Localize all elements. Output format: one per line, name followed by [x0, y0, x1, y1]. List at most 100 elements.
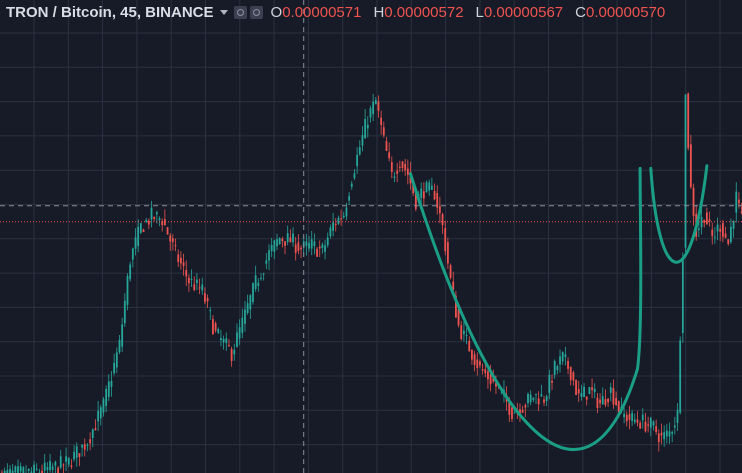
candle-body — [604, 399, 607, 406]
candle-body — [540, 394, 543, 397]
candle-body — [14, 466, 17, 473]
candle-body — [393, 176, 396, 178]
candle-body — [201, 284, 204, 291]
candle-body — [204, 293, 206, 302]
candle-body — [300, 247, 302, 250]
candle-body — [684, 94, 687, 248]
candle-body — [358, 147, 361, 155]
candle-body — [292, 233, 294, 243]
candle-body — [209, 310, 212, 312]
close-value: 0.00000570 — [585, 3, 666, 21]
candle-body — [732, 220, 735, 229]
candle-body — [561, 351, 564, 362]
candle-body — [161, 220, 164, 226]
candle-body — [324, 245, 326, 252]
candle-body — [185, 269, 188, 277]
candle-body — [182, 262, 185, 266]
candle-body — [652, 421, 655, 426]
candle-body — [196, 279, 198, 284]
candle-body — [585, 396, 588, 400]
candle-body — [246, 303, 249, 313]
candle-body — [521, 409, 524, 413]
candle-body — [593, 388, 596, 393]
candle-body — [326, 237, 329, 246]
candle-body — [596, 397, 599, 408]
candle-body — [334, 223, 337, 226]
candle-body — [513, 412, 516, 414]
candle-body — [212, 319, 214, 335]
candle-body — [382, 127, 385, 136]
candle-body — [222, 338, 225, 343]
candle-body — [214, 323, 217, 331]
candle-body — [190, 278, 193, 280]
candle-body — [484, 369, 487, 374]
low-label: L — [475, 3, 484, 21]
candle-body — [129, 264, 132, 280]
candle-body — [19, 466, 22, 472]
candle-body — [252, 283, 254, 302]
candle-body — [567, 360, 569, 369]
candle-body — [329, 227, 332, 237]
candle-body — [22, 467, 25, 473]
candle-body — [660, 432, 663, 436]
candle-body — [230, 348, 233, 361]
candle-body — [495, 383, 497, 387]
candle-body — [257, 282, 260, 287]
candle-body — [273, 240, 276, 252]
candle-body — [449, 265, 452, 278]
candle-body — [444, 228, 447, 252]
candle-body — [297, 242, 300, 252]
candle-body — [51, 466, 54, 470]
candle-body — [9, 468, 11, 473]
cup-and-handle-drawing[interactable] — [409, 164, 709, 451]
candle-body — [436, 192, 439, 208]
candle-body — [689, 144, 692, 188]
candle-body — [366, 124, 369, 129]
candle-body — [740, 211, 742, 213]
candle-body — [89, 439, 92, 444]
candle-body — [457, 308, 460, 326]
candle-body — [623, 413, 626, 418]
candle-body — [59, 456, 62, 468]
candle-body — [166, 227, 169, 235]
close-label: C — [575, 3, 586, 21]
candle-body — [543, 399, 545, 403]
format-icon[interactable] — [249, 5, 263, 19]
candle-body — [545, 396, 548, 401]
candle-body — [286, 233, 289, 242]
candle-body — [110, 380, 113, 387]
candle-body — [321, 244, 324, 248]
candle-body — [703, 219, 706, 223]
candle-body — [380, 117, 383, 125]
candle-body — [633, 419, 636, 422]
candle-body — [294, 244, 297, 253]
candle-body — [6, 470, 9, 473]
candle-body — [433, 191, 436, 200]
candle-body — [70, 465, 73, 467]
candle-body — [65, 456, 67, 462]
candle-body — [420, 188, 423, 199]
candle-body — [313, 241, 316, 247]
candle-body — [692, 187, 695, 216]
candle-body — [401, 161, 404, 169]
candle-body — [455, 295, 457, 318]
settings-icon[interactable] — [233, 5, 247, 19]
candle-body — [535, 393, 537, 395]
candle-body — [668, 431, 671, 437]
candle-body — [147, 220, 150, 225]
candle-body — [289, 237, 292, 243]
candle-body — [673, 425, 676, 428]
candle-body — [551, 380, 553, 383]
candle-body — [681, 257, 684, 334]
candle-body — [615, 397, 617, 406]
candle-body — [529, 394, 532, 403]
candle-body — [30, 471, 33, 473]
candle-body — [671, 431, 674, 434]
candle-body — [81, 444, 83, 448]
symbol-title[interactable]: TRON / Bitcoin, 45, BINANCE — [6, 3, 214, 21]
candle-body — [441, 214, 444, 226]
chevron-down-icon[interactable] — [219, 9, 228, 15]
candle-body — [86, 445, 89, 447]
